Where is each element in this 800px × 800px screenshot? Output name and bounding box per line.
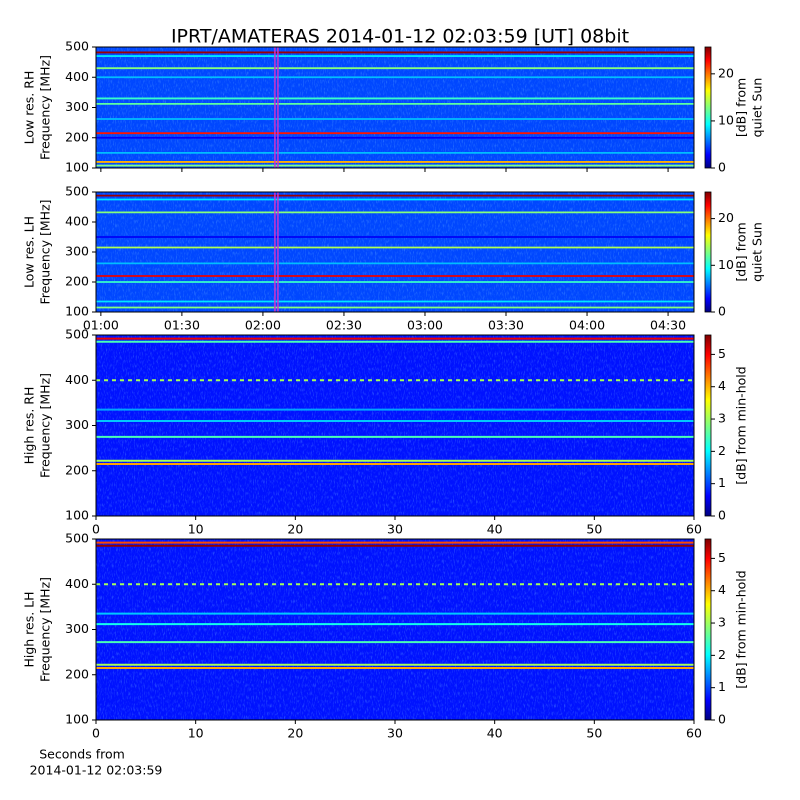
x-tick-label: 02:30 xyxy=(326,318,362,333)
x-tick-label: 40 xyxy=(487,726,503,741)
colorbar-tick-label: 3 xyxy=(718,615,726,630)
x-tick-label: 60 xyxy=(686,726,702,741)
colorbar-tick-label: 20 xyxy=(718,210,734,225)
x-tick-label: 10 xyxy=(188,726,204,741)
y-tick-label: 100 xyxy=(65,712,89,727)
y-tick-label: 300 xyxy=(65,621,89,636)
colorbar-tick-label: 1 xyxy=(718,475,726,490)
y-axis-label: Frequency [MHz] xyxy=(38,577,53,682)
colorbar-tick-label: 20 xyxy=(718,65,734,80)
x-tick-label: 04:30 xyxy=(650,318,686,333)
colorbar xyxy=(704,46,712,169)
colorbar-tick-label: 10 xyxy=(718,112,734,127)
colorbar xyxy=(704,191,712,313)
x-tick-label: 0 xyxy=(92,522,100,537)
x-axis-label: 2014-01-12 02:03:59 xyxy=(30,763,163,778)
chart-title: IPRT/AMATERAS 2014-01-12 02:03:59 [UT] 0… xyxy=(171,26,629,48)
x-tick-label: 0 xyxy=(92,726,100,741)
y-axis-label: Low res. LH xyxy=(22,216,37,288)
texture xyxy=(96,539,694,720)
y-tick-label: 300 xyxy=(65,244,89,259)
x-tick-label: 01:00 xyxy=(83,318,119,333)
x-tick-label: 30 xyxy=(387,726,403,741)
x-tick-label: 10 xyxy=(188,522,204,537)
colorbar-tick-label: 10 xyxy=(718,257,734,272)
texture xyxy=(96,192,694,312)
plot-area xyxy=(96,192,694,312)
colorbar-tick-label: 0 xyxy=(718,712,726,727)
y-tick-label: 100 xyxy=(65,304,89,319)
colorbar-tick-label: 5 xyxy=(718,346,726,361)
y-tick-label: 500 xyxy=(65,39,89,54)
colorbar xyxy=(704,538,712,721)
x-axis-label: Seconds from xyxy=(39,747,125,762)
x-tick-label: 03:00 xyxy=(407,318,443,333)
texture xyxy=(96,335,694,516)
y-tick-label: 300 xyxy=(65,99,89,114)
plot-area xyxy=(96,539,694,720)
colorbar-tick-label: 3 xyxy=(718,411,726,426)
colorbar-tick-label: 5 xyxy=(718,550,726,565)
y-tick-label: 500 xyxy=(65,184,89,199)
y-tick-label: 300 xyxy=(65,417,89,432)
y-tick-label: 500 xyxy=(65,327,89,342)
colorbar-tick-label: 4 xyxy=(718,582,726,597)
x-tick-label: 40 xyxy=(487,522,503,537)
texture xyxy=(96,47,694,168)
colorbar-label: quiet Sun xyxy=(750,222,765,282)
colorbar xyxy=(704,334,712,517)
colorbar-label: [dB] from xyxy=(734,222,749,281)
x-tick-label: 50 xyxy=(586,522,602,537)
colorbar-label: [dB] from min-hold xyxy=(734,570,749,688)
y-tick-label: 100 xyxy=(65,160,89,175)
x-tick-label: 50 xyxy=(586,726,602,741)
x-tick-label: 04:00 xyxy=(569,318,605,333)
colorbar-label: quiet Sun xyxy=(750,78,765,138)
colorbar-tick-label: 0 xyxy=(718,304,726,319)
y-axis-label: High res. LH xyxy=(22,591,37,667)
x-tick-label: 20 xyxy=(287,726,303,741)
y-tick-label: 400 xyxy=(65,214,89,229)
y-tick-label: 100 xyxy=(65,508,89,523)
y-axis-label: High res. RH xyxy=(22,387,37,465)
x-tick-label: 02:00 xyxy=(245,318,281,333)
colorbar-tick-label: 0 xyxy=(718,508,726,523)
y-axis-label: Frequency [MHz] xyxy=(38,55,53,160)
y-axis-label: Frequency [MHz] xyxy=(38,199,53,304)
y-tick-label: 200 xyxy=(65,129,89,144)
colorbar-tick-label: 4 xyxy=(718,378,726,393)
x-tick-label: 01:30 xyxy=(164,318,200,333)
colorbar-tick-label: 1 xyxy=(718,679,726,694)
colorbar-label: [dB] from xyxy=(734,78,749,137)
colorbar-tick-label: 2 xyxy=(718,647,726,662)
y-tick-label: 200 xyxy=(65,666,89,681)
y-tick-label: 200 xyxy=(65,462,89,477)
y-tick-label: 400 xyxy=(65,576,89,591)
x-tick-label: 03:30 xyxy=(488,318,524,333)
y-tick-label: 500 xyxy=(65,531,89,546)
x-tick-label: 20 xyxy=(287,522,303,537)
x-tick-label: 30 xyxy=(387,522,403,537)
plot-area xyxy=(96,335,694,516)
colorbar-label: [dB] from min-hold xyxy=(734,366,749,484)
y-tick-label: 200 xyxy=(65,274,89,289)
y-axis-label: Low res. RH xyxy=(22,71,37,145)
y-axis-label: Frequency [MHz] xyxy=(38,373,53,478)
y-tick-label: 400 xyxy=(65,372,89,387)
x-tick-label: 60 xyxy=(686,522,702,537)
colorbar-tick-label: 2 xyxy=(718,443,726,458)
y-tick-label: 400 xyxy=(65,69,89,84)
plot-area xyxy=(96,47,694,168)
colorbar-tick-label: 0 xyxy=(718,160,726,175)
